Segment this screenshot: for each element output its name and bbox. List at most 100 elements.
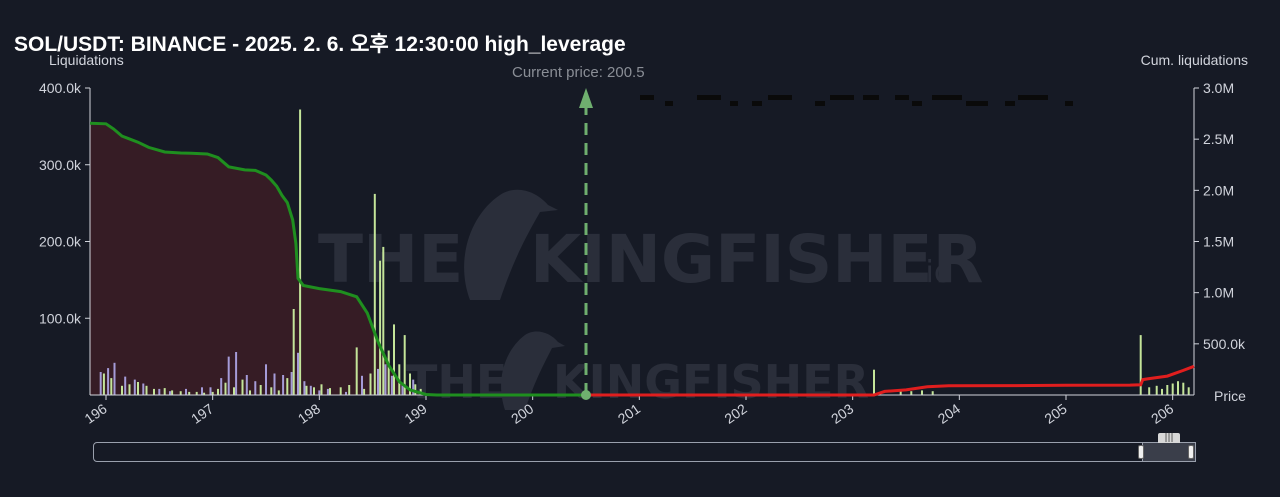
liquidation-bar-green bbox=[259, 385, 262, 395]
liquidation-bar-purple bbox=[113, 362, 116, 395]
navigator-right-handle[interactable] bbox=[1188, 445, 1194, 459]
y-left-tick-label: 300.0k bbox=[39, 157, 82, 173]
liquidation-bar-purple bbox=[142, 383, 145, 395]
liquidation-bar-green bbox=[163, 388, 166, 395]
svg-text:KINGFISHER: KINGFISHER bbox=[553, 355, 869, 409]
liquidation-bar-purple bbox=[390, 375, 393, 395]
long-cum-line bbox=[89, 121, 586, 397]
liquidation-bar-green bbox=[1171, 383, 1174, 395]
liquidation-bar-green bbox=[1155, 385, 1158, 395]
svg-text:KINGFISHER: KINGFISHER bbox=[530, 221, 983, 298]
liquidation-bar-purple bbox=[326, 388, 329, 395]
liquidation-bar-purple bbox=[99, 372, 102, 395]
liquidation-bar-green bbox=[102, 373, 105, 395]
liquidation-bar-green bbox=[224, 382, 227, 395]
liquidation-bar-purple bbox=[227, 356, 230, 395]
liquidation-bar-green bbox=[387, 350, 390, 395]
y-right-tick-label: 2.5M bbox=[1203, 131, 1234, 147]
liquidation-bar-green bbox=[270, 387, 273, 395]
liquidation-bar-green bbox=[188, 391, 191, 395]
y-left-tick-label: 400.0k bbox=[39, 80, 82, 96]
liquidation-bar-green bbox=[1187, 387, 1190, 395]
liquidation-bar-purple bbox=[133, 379, 136, 395]
y-left-tick-label: 100.0k bbox=[39, 310, 82, 326]
liquidation-bar-purple bbox=[220, 378, 223, 395]
liquidation-bar-green bbox=[403, 335, 406, 395]
x-tick-label: 196 bbox=[81, 400, 109, 427]
liquidation-bar-purple bbox=[254, 381, 257, 395]
y-right-tick-label: 2.0M bbox=[1203, 182, 1234, 198]
y-right-tick-label: 500.0k bbox=[1203, 336, 1246, 352]
liquidation-bar-green bbox=[313, 387, 315, 395]
liquidation-bar-green bbox=[153, 388, 155, 395]
liquidation-bar-green bbox=[241, 379, 244, 395]
x-tick-label: 206 bbox=[1148, 400, 1176, 427]
liquidation-bar-purple bbox=[297, 352, 299, 395]
svg-text:THE: THE bbox=[318, 221, 463, 298]
liquidation-bar-purple bbox=[201, 387, 203, 395]
short-cum-line bbox=[586, 364, 1195, 397]
liquidation-bar-green bbox=[233, 387, 235, 395]
liquidation-bar-green bbox=[1148, 387, 1151, 395]
liquidation-bar-purple bbox=[235, 352, 238, 395]
liquidation-bar-green bbox=[414, 384, 417, 395]
liquidation-bar-green bbox=[1161, 388, 1163, 395]
liquidation-bar-purple bbox=[303, 381, 306, 395]
liquidation-bar-green bbox=[249, 390, 251, 395]
y-right-tick-label: 1.5M bbox=[1203, 234, 1234, 250]
liquidation-bar-green bbox=[363, 388, 366, 395]
current-price-arrow-icon bbox=[579, 88, 593, 108]
liquidation-bar-green bbox=[873, 369, 875, 395]
liquidation-bar-purple bbox=[361, 375, 363, 395]
liquidation-bar-purple bbox=[309, 385, 312, 395]
liquidation-bar-purple bbox=[107, 368, 110, 395]
liquidation-bar-green bbox=[393, 324, 395, 395]
x-tick-label: 198 bbox=[295, 400, 323, 427]
range-navigator[interactable]: ||| bbox=[93, 433, 1196, 462]
liquidation-bar-green bbox=[355, 347, 358, 395]
liquidation-bar-green bbox=[1177, 381, 1179, 395]
liquidation-bar-green bbox=[128, 384, 131, 395]
liquidation-bar-purple bbox=[412, 379, 415, 395]
liquidation-bar-green bbox=[409, 373, 411, 395]
navigator-grip-icon[interactable]: ||| bbox=[1158, 433, 1180, 443]
x-tick-label: 205 bbox=[1041, 400, 1069, 427]
left-axis-title: Liquidations bbox=[49, 52, 124, 68]
liquidation-bar-purple bbox=[290, 372, 293, 395]
legend-artifact bbox=[640, 95, 1073, 106]
liquidation-bar-purple bbox=[384, 364, 387, 395]
navigator-left-handle[interactable] bbox=[1138, 445, 1144, 459]
liquidation-bar-green bbox=[292, 309, 295, 395]
liquidation-bar-purple bbox=[273, 373, 276, 395]
y-right-tick-label: 1.0M bbox=[1203, 285, 1234, 301]
liquidation-bar-green bbox=[305, 385, 308, 395]
liquidation-bar-purple bbox=[401, 383, 404, 395]
liquidation-bar-green bbox=[145, 385, 148, 395]
liquidation-bar-green bbox=[203, 392, 206, 395]
liquidation-bar-green bbox=[179, 391, 182, 395]
long-cum-area bbox=[90, 123, 586, 396]
watermark-logo: THE KINGFISHER .io THE KINGFISHER bbox=[318, 189, 983, 410]
liquidation-bar-purple bbox=[185, 388, 187, 395]
liquidation-bar-purple bbox=[318, 390, 321, 395]
liquidation-bar-green bbox=[329, 388, 331, 395]
liquidation-bar-green bbox=[921, 390, 923, 395]
chart-title: SOL/USDT: BINANCE - 2025. 2. 6. 오후 12:30… bbox=[14, 33, 626, 56]
liquidation-bar-green bbox=[899, 390, 902, 395]
current-price-dot bbox=[581, 390, 591, 400]
liquidation-bar-purple bbox=[169, 391, 171, 395]
liquidation-bar-green bbox=[211, 391, 214, 395]
y-right-tick-label: 3.0M bbox=[1203, 80, 1234, 96]
liquidation-bar-green bbox=[110, 378, 113, 395]
liquidation-bar-green bbox=[348, 385, 351, 395]
liquidation-bar-green bbox=[379, 260, 382, 395]
liquidation-bar-green bbox=[1139, 335, 1142, 395]
x-tick-label: 197 bbox=[188, 400, 216, 427]
right-axis-title: Cum. liquidations bbox=[1140, 52, 1248, 68]
liquidation-bar-green bbox=[1166, 385, 1169, 395]
liquidation-bar-purple bbox=[124, 376, 127, 395]
svg-text:THE: THE bbox=[406, 355, 507, 409]
liquidation-bar-green bbox=[373, 193, 376, 395]
liquidation-bar-purple bbox=[158, 388, 161, 395]
liquidation-bar-green bbox=[369, 373, 372, 395]
